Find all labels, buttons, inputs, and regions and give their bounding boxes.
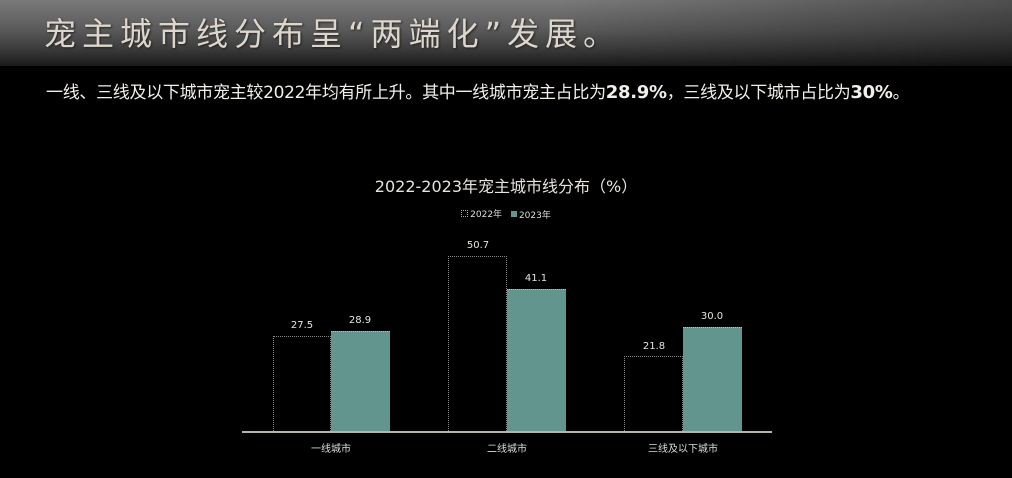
- summary-highlight-1: 28.9%: [605, 82, 667, 103]
- bar-2023-tier1: [331, 331, 390, 431]
- summary-highlight-2: 30%: [850, 82, 893, 103]
- category-label: 一线城市: [311, 444, 351, 455]
- value-label: 41.1: [524, 273, 548, 284]
- summary-part2: ，三线及以下城市占比为: [666, 83, 851, 103]
- category-label: 三线及以下城市: [648, 444, 718, 455]
- bar-2022-tier1: [273, 336, 331, 431]
- x-axis-line: [242, 431, 772, 433]
- chart-legend: 2022年 2023年: [0, 207, 1012, 221]
- value-label: 27.5: [290, 320, 314, 331]
- header-banner: [0, 0, 1012, 66]
- chart-title: 2022-2023年宠主城市线分布（%）: [374, 177, 638, 196]
- legend-item-2022: 2022年: [461, 207, 502, 220]
- value-label: 28.9: [348, 315, 372, 326]
- bar-2023-tier2: [507, 289, 566, 431]
- bar-2022-tier2: [448, 256, 507, 431]
- legend-swatch-2022: [461, 210, 469, 217]
- category-label: 二线城市: [487, 444, 527, 455]
- page-title: 宠主城市线分布呈“两端化”发展。: [44, 15, 622, 53]
- legend-item-2023: 2023年: [510, 208, 551, 221]
- bar-2022-tier3: [624, 356, 683, 431]
- summary-text: 一线、三线及以下城市宠主较2022年均有所上升。其中一线城市宠主占比为28.9%…: [46, 78, 910, 103]
- legend-swatch-2023: [510, 211, 517, 217]
- value-label: 21.8: [642, 341, 666, 352]
- summary-part3: 。: [892, 83, 910, 103]
- value-label: 30.0: [700, 311, 724, 322]
- summary-part1: 一线、三线及以下城市宠主较2022年均有所上升。其中一线城市宠主占比为: [46, 83, 606, 103]
- bar-2023-tier3: [683, 327, 742, 431]
- value-label: 50.7: [466, 240, 490, 251]
